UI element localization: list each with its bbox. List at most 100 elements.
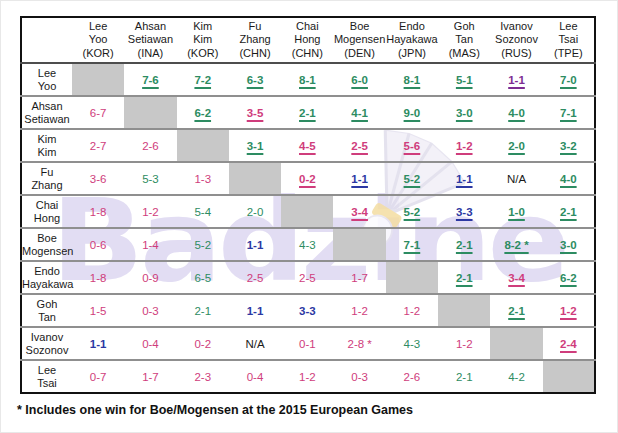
- h2h-cell: 1-2: [543, 294, 595, 327]
- h2h-cell: 0-7: [72, 360, 124, 393]
- column-header: BoeMogensen(DEN): [333, 17, 385, 63]
- column-header: EndoHayakawa(JPN): [386, 17, 438, 63]
- h2h-cell: 2-5: [281, 261, 333, 294]
- h2h-cell: 3-3: [438, 195, 490, 228]
- diagonal-cell: [124, 96, 176, 129]
- h2h-cell: 2-6: [124, 129, 176, 162]
- h2h-cell: 2-1: [543, 195, 595, 228]
- h2h-cell: 6-0: [333, 63, 385, 96]
- h2h-cell: 5-2: [177, 228, 229, 261]
- h2h-cell: 1-1: [229, 228, 281, 261]
- h2h-cell: 2-4: [543, 327, 595, 360]
- h2h-cell: 5-2: [386, 162, 438, 195]
- diagonal-cell: [438, 294, 490, 327]
- h2h-cell: 4-1: [333, 96, 385, 129]
- h2h-cell: 3-5: [229, 96, 281, 129]
- table-row: LeeYoo7-67-26-38-16-08-15-11-17-0: [21, 63, 595, 96]
- h2h-cell: 1-1: [72, 327, 124, 360]
- corner-cell: [21, 17, 72, 63]
- diagonal-cell: [386, 261, 438, 294]
- h2h-cell: 4-2: [490, 360, 542, 393]
- h2h-cell: 0-2: [177, 327, 229, 360]
- row-header: AhsanSetiawan: [21, 96, 72, 129]
- h2h-cell: 1-3: [177, 162, 229, 195]
- row-header: KimKim: [21, 129, 72, 162]
- table-row: EndoHayakawa1-80-96-52-52-51-72-13-46-2: [21, 261, 595, 294]
- h2h-cell: 7-2: [177, 63, 229, 96]
- h2h-cell: 1-2: [333, 294, 385, 327]
- column-header: FuZhang(CHN): [229, 17, 281, 63]
- h2h-cell: 3-4: [490, 261, 542, 294]
- table-row: ChaiHong1-81-25-42-03-45-23-31-02-1: [21, 195, 595, 228]
- header-row: LeeYoo(KOR)AhsanSetiawan(INA)KimKim(KOR)…: [21, 17, 595, 63]
- h2h-cell: 0-3: [124, 294, 176, 327]
- h2h-cell: 0-9: [124, 261, 176, 294]
- table-row: FuZhang3-65-31-30-21-15-21-1N/A4-0: [21, 162, 595, 195]
- diagonal-cell: [229, 162, 281, 195]
- h2h-cell: 2-3: [177, 360, 229, 393]
- h2h-cell: 3-4: [333, 195, 385, 228]
- h2h-cell: 1-7: [333, 261, 385, 294]
- h2h-cell: 4-5: [281, 129, 333, 162]
- h2h-cell: 2-6: [386, 360, 438, 393]
- column-header: GohTan(MAS): [438, 17, 490, 63]
- row-header: BoeMogensen: [21, 228, 72, 261]
- h2h-cell: 4-0: [490, 96, 542, 129]
- h2h-cell: 4-3: [386, 327, 438, 360]
- h2h-cell: 7-0: [543, 63, 595, 96]
- h2h-cell: 8-1: [281, 63, 333, 96]
- row-header: EndoHayakawa: [21, 261, 72, 294]
- h2h-cell: 5-6: [386, 129, 438, 162]
- h2h-cell: 6-7: [72, 96, 124, 129]
- table-row: GohTan1-50-32-11-13-31-21-22-11-2: [21, 294, 595, 327]
- h2h-cell: 6-5: [177, 261, 229, 294]
- column-header: ChaiHong(CHN): [281, 17, 333, 63]
- table-row: IvanovSozonov1-10-40-2N/A0-12-8 *4-31-22…: [21, 327, 595, 360]
- h2h-cell: 1-2: [386, 294, 438, 327]
- h2h-cell: 0-4: [124, 327, 176, 360]
- h2h-cell: 6-2: [177, 96, 229, 129]
- h2h-cell: 1-1: [333, 162, 385, 195]
- h2h-cell: 3-0: [438, 96, 490, 129]
- h2h-cell: 1-2: [124, 195, 176, 228]
- h2h-cell: 2-1: [177, 294, 229, 327]
- h2h-cell: 5-2: [386, 195, 438, 228]
- row-header: LeeTsai: [21, 360, 72, 393]
- h2h-cell: 7-1: [543, 96, 595, 129]
- head-to-head-table: LeeYoo(KOR)AhsanSetiawan(INA)KimKim(KOR)…: [20, 16, 596, 394]
- h2h-cell: 6-2: [543, 261, 595, 294]
- h2h-cell: 0-2: [281, 162, 333, 195]
- diagonal-cell: [72, 63, 124, 96]
- h2h-cell: 3-0: [543, 228, 595, 261]
- diagonal-cell: [490, 327, 542, 360]
- table-row: LeeTsai0-71-72-30-41-20-32-62-14-2: [21, 360, 595, 393]
- h2h-cell: 1-7: [124, 360, 176, 393]
- page: { "watermark": { "text": "Badzine" }, "f…: [0, 0, 618, 433]
- h2h-cell: N/A: [229, 327, 281, 360]
- table-row: AhsanSetiawan6-76-23-52-14-19-03-04-07-1: [21, 96, 595, 129]
- table-body: LeeYoo7-67-26-38-16-08-15-11-17-0AhsanSe…: [21, 63, 595, 393]
- diagonal-cell: [281, 195, 333, 228]
- h2h-cell: 2-5: [333, 129, 385, 162]
- h2h-cell: 0-6: [72, 228, 124, 261]
- h2h-cell: 7-6: [124, 63, 176, 96]
- h2h-cell: 2-0: [229, 195, 281, 228]
- column-header: AhsanSetiawan(INA): [124, 17, 176, 63]
- h2h-cell: 3-2: [543, 129, 595, 162]
- h2h-cell: 3-3: [281, 294, 333, 327]
- h2h-cell: 2-1: [281, 96, 333, 129]
- h2h-cell: 5-1: [438, 63, 490, 96]
- diagonal-cell: [543, 360, 595, 393]
- h2h-cell: 3-1: [229, 129, 281, 162]
- table-row: BoeMogensen0-61-45-21-14-37-12-18-2 *3-0: [21, 228, 595, 261]
- h2h-cell: 1-2: [281, 360, 333, 393]
- h2h-cell: 1-0: [490, 195, 542, 228]
- h2h-cell: 1-1: [438, 162, 490, 195]
- row-header: LeeYoo: [21, 63, 72, 96]
- diagonal-cell: [333, 228, 385, 261]
- row-header: IvanovSozonov: [21, 327, 72, 360]
- column-header: KimKim(KOR): [177, 17, 229, 63]
- h2h-cell: 8-2 *: [490, 228, 542, 261]
- h2h-cell: 2-7: [72, 129, 124, 162]
- h2h-cell: 2-1: [438, 228, 490, 261]
